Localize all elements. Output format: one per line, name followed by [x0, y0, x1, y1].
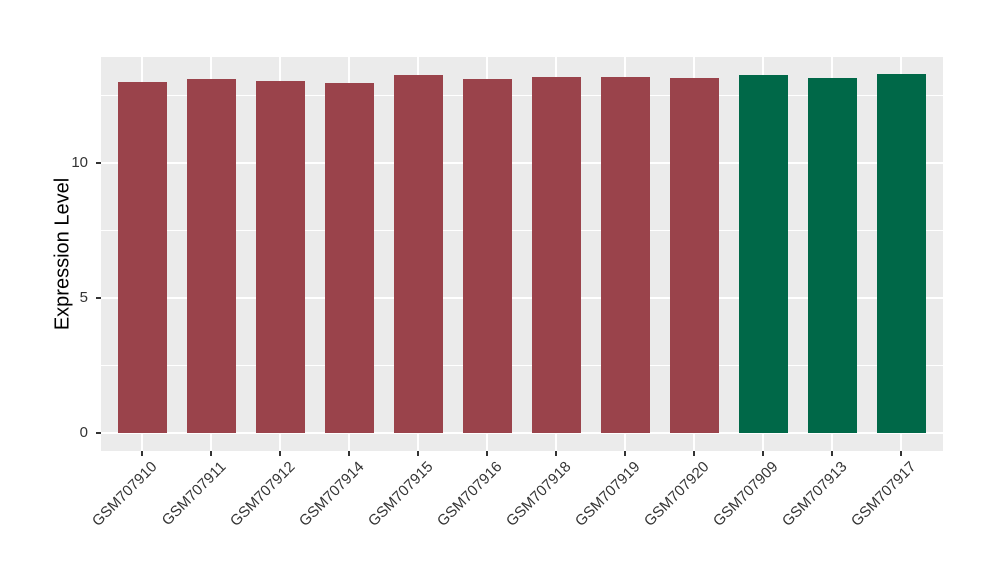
x-axis-tick-label: GSM707913 [778, 458, 851, 530]
x-axis-tick-label: GSM707910 [88, 458, 161, 530]
x-axis-tick-label: GSM707918 [502, 458, 575, 530]
x-axis-tick [279, 451, 281, 456]
x-axis-tick [417, 451, 419, 456]
gridline-horizontal-major [101, 297, 943, 299]
y-axis-tick [96, 432, 101, 434]
x-axis-tick-label: GSM707909 [709, 458, 782, 530]
x-axis-tick-label: GSM707912 [226, 458, 299, 530]
bar-GSM707918 [531, 76, 581, 433]
x-axis-tick [624, 451, 626, 456]
x-axis-tick-label: GSM707915 [364, 458, 437, 530]
x-axis-tick [210, 451, 212, 456]
y-axis-tick [96, 297, 101, 299]
gridline-horizontal-major [101, 162, 943, 164]
bar-GSM707917 [876, 73, 926, 433]
bar-GSM707916 [462, 79, 512, 433]
bar-GSM707914 [324, 83, 374, 433]
y-axis-tick [96, 162, 101, 164]
bar-GSM707910 [117, 82, 167, 433]
x-axis-tick [141, 451, 143, 456]
bar-GSM707915 [393, 75, 443, 433]
gridline-horizontal-minor [101, 95, 943, 96]
bar-GSM707920 [669, 77, 719, 433]
gridline-horizontal-major [101, 432, 943, 434]
bar-GSM707913 [807, 77, 857, 433]
x-axis-tick [486, 451, 488, 456]
x-axis-tick [555, 451, 557, 456]
bar-GSM707919 [600, 76, 650, 433]
x-axis-tick-label: GSM707916 [433, 458, 506, 530]
x-axis-tick-label: GSM707917 [847, 458, 920, 530]
x-axis-tick-label: GSM707920 [640, 458, 713, 530]
x-axis-tick [831, 451, 833, 456]
plot-panel [101, 57, 943, 451]
x-axis-tick [900, 451, 902, 456]
x-axis-tick-label: GSM707919 [571, 458, 644, 530]
x-axis-tick [762, 451, 764, 456]
x-axis-tick [693, 451, 695, 456]
y-axis-title: Expression Level [51, 177, 74, 331]
bar-GSM707912 [255, 80, 305, 433]
bar-GSM707911 [186, 79, 236, 433]
x-axis-tick-label: GSM707911 [158, 458, 230, 530]
bar-GSM707909 [738, 75, 788, 433]
gridline-horizontal-minor [101, 365, 943, 366]
x-axis-tick-label: GSM707914 [295, 458, 368, 530]
y-axis-tick-label: 5 [79, 289, 88, 306]
y-axis-tick-label: 0 [79, 424, 88, 441]
gridline-horizontal-minor [101, 230, 943, 231]
y-axis-tick-label: 10 [71, 154, 88, 171]
x-axis-tick [348, 451, 350, 456]
